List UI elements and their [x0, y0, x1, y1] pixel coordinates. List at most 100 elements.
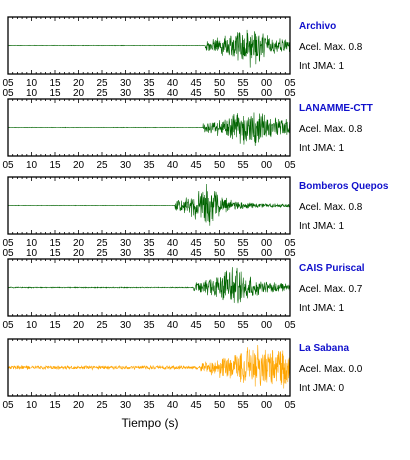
- tick-label-top: 15: [49, 248, 61, 259]
- tick-label-bottom: 05: [284, 160, 296, 171]
- x-axis-title: Tiempo (s): [121, 416, 179, 430]
- tick-label-bottom: 00: [261, 400, 273, 411]
- tick-label-bottom: 50: [214, 238, 226, 249]
- tick-label-top: 00: [261, 88, 273, 99]
- tick-label-bottom: 25: [96, 78, 108, 89]
- tick-label-bottom: 30: [120, 320, 132, 331]
- tick-label-top: 05: [2, 88, 14, 99]
- station-info: Archivo Acel. Max. 0.8 Int JMA: 1: [299, 21, 410, 76]
- waveform-trace: [7, 184, 291, 226]
- waveform-trace: [7, 345, 291, 389]
- tick-label-bottom: 05: [284, 238, 296, 249]
- tick-label-bottom: 45: [190, 320, 202, 331]
- tick-label-top: 05: [2, 248, 14, 259]
- int-jma-label: Int JMA: 1: [299, 221, 345, 232]
- int-jma-label: Int JMA: 1: [299, 143, 345, 154]
- tick-label-top: 05: [284, 88, 296, 99]
- tick-label-bottom: 55: [237, 160, 249, 171]
- station-info: Bomberos Quepos Acel. Max. 0.8 Int JMA: 1: [299, 181, 410, 236]
- tick-label-top: 35: [143, 88, 155, 99]
- tick-label-bottom: 15: [49, 320, 61, 331]
- tick-label-bottom: 15: [49, 238, 61, 249]
- tick-label-bottom: 55: [237, 320, 249, 331]
- tick-label-bottom: 00: [261, 238, 273, 249]
- tick-label-bottom: 50: [214, 320, 226, 331]
- int-jma-label: Int JMA: 1: [299, 303, 345, 314]
- panel-bomberos-quepos: 05 10 15 20 25 30 35 40 45 50 55 00 05: [2, 176, 296, 249]
- axis-ticks: [7, 17, 291, 74]
- station-name: Archivo: [299, 21, 337, 32]
- tick-label-bottom: 00: [261, 78, 273, 89]
- int-jma-label: Int JMA: 0: [299, 383, 345, 394]
- tick-label-bottom: 50: [214, 160, 226, 171]
- station-name: Bomberos Quepos: [299, 181, 389, 192]
- tick-label-bottom: 20: [73, 78, 85, 89]
- tick-label-bottom: 20: [73, 320, 85, 331]
- station-name: CAIS Puriscal: [299, 263, 365, 274]
- tick-label-top: 20: [73, 88, 85, 99]
- tick-label-bottom: 05: [284, 400, 296, 411]
- tick-label-bottom: 05: [2, 320, 14, 331]
- tick-label-top: 25: [96, 88, 108, 99]
- tick-label-bottom: 55: [237, 238, 249, 249]
- tick-label-bottom: 05: [284, 320, 296, 331]
- tick-label-top: 55: [237, 88, 249, 99]
- tick-label-bottom: 30: [120, 78, 132, 89]
- tick-label-bottom: 15: [49, 78, 61, 89]
- tick-label-bottom: 45: [190, 238, 202, 249]
- tick-label-bottom: 10: [26, 320, 38, 331]
- axis-ticks: [7, 177, 291, 234]
- acel-max-label: Acel. Max. 0.8: [299, 124, 363, 135]
- station-name: La Sabana: [299, 343, 350, 354]
- tick-label-bottom: 30: [120, 400, 132, 411]
- tick-label-bottom: 20: [73, 160, 85, 171]
- tick-label-bottom: 10: [26, 78, 38, 89]
- tick-label-bottom: 15: [49, 160, 61, 171]
- tick-label-top: 55: [237, 248, 249, 259]
- tick-label-bottom: 25: [96, 160, 108, 171]
- tick-label-top: 30: [120, 88, 132, 99]
- tick-label-bottom: 05: [2, 238, 14, 249]
- tick-label-bottom: 55: [237, 400, 249, 411]
- tick-label-bottom: 05: [2, 160, 14, 171]
- tick-label-bottom: 00: [261, 160, 273, 171]
- tick-label-bottom: 20: [73, 400, 85, 411]
- acel-max-label: Acel. Max. 0.8: [299, 42, 363, 53]
- tick-label-bottom: 10: [26, 160, 38, 171]
- tick-label-bottom: 10: [26, 400, 38, 411]
- tick-label-bottom: 45: [190, 78, 202, 89]
- station-name: LANAMME-CTT: [299, 103, 373, 114]
- station-info: CAIS Puriscal Acel. Max. 0.7 Int JMA: 1: [299, 263, 410, 318]
- tick-label-bottom: 30: [120, 238, 132, 249]
- panel-lanamme-ctt: 05 10 15 20 25 30 35 40 45 50 55 00 05 05 10 15 20 25 30 35…: [2, 88, 296, 171]
- tick-label-top: 10: [26, 88, 38, 99]
- tick-label-top: 15: [49, 88, 61, 99]
- tick-label-top: 10: [26, 248, 38, 259]
- tick-label-top: 50: [214, 248, 226, 259]
- tick-label-top: 20: [73, 248, 85, 259]
- tick-label-bottom: 45: [190, 160, 202, 171]
- axis-ticks: [7, 339, 291, 396]
- tick-label-top: 00: [261, 248, 273, 259]
- tick-label-bottom: 50: [214, 78, 226, 89]
- tick-label-top: 45: [190, 248, 202, 259]
- panel-cais-puriscal: 05 10 15 20 25 30 35 40 45 50 55 00 05 05 10 15 20 25 30 35…: [2, 248, 296, 331]
- acel-max-label: Acel. Max. 0.8: [299, 202, 363, 213]
- tick-label-top: 50: [214, 88, 226, 99]
- tick-label-bottom: 20: [73, 238, 85, 249]
- int-jma-label: Int JMA: 1: [299, 61, 345, 72]
- tick-label-bottom: 10: [26, 238, 38, 249]
- tick-label-bottom: 40: [167, 78, 179, 89]
- tick-label-bottom: 40: [167, 400, 179, 411]
- tick-label-bottom: 50: [214, 400, 226, 411]
- tick-label-bottom: 40: [167, 320, 179, 331]
- tick-label-bottom: 25: [96, 320, 108, 331]
- acel-max-label: Acel. Max. 0.0: [299, 364, 363, 375]
- tick-label-bottom: 35: [143, 400, 155, 411]
- waveform-trace: [7, 267, 291, 304]
- tick-label-top: 05: [284, 248, 296, 259]
- tick-label-bottom: 40: [167, 238, 179, 249]
- tick-label-bottom: 35: [143, 320, 155, 331]
- tick-label-bottom: 25: [96, 400, 108, 411]
